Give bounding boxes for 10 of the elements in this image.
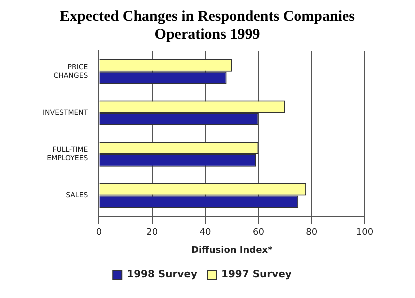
legend-label: 1997 Survey	[222, 270, 292, 281]
x-tick-label: 20	[146, 228, 158, 238]
chart-title: Expected Changes in Respondents Companies Operations 1999	[58, 8, 356, 44]
x-tick-label: 40	[200, 228, 212, 238]
x-tick-label: 80	[306, 228, 318, 238]
x-axis-title: Diffusion Index*	[191, 246, 274, 256]
legend-label: 1998 Survey	[127, 270, 198, 281]
x-tick-label: 60	[252, 228, 265, 238]
x-tick-label: 0	[96, 228, 102, 238]
x-tick-label: 100	[356, 228, 374, 238]
